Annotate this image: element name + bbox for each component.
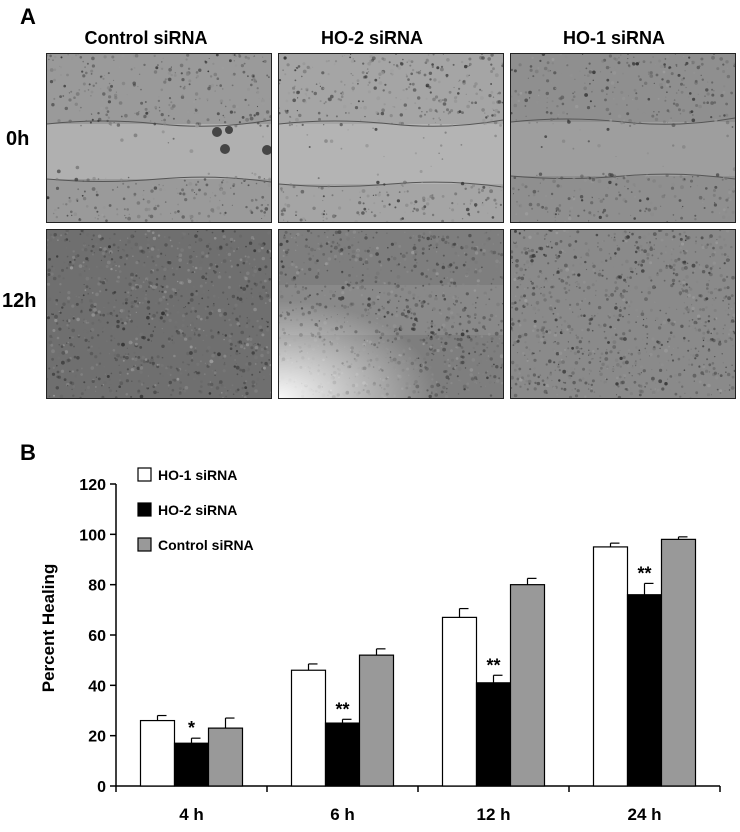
- bar: [290, 669, 327, 787]
- y-tick-label: 20: [88, 729, 106, 746]
- legend-label: HO-2 siRNA: [158, 502, 237, 518]
- x-tick-label: 12 h: [476, 805, 510, 824]
- bar: [207, 727, 244, 787]
- legend-swatch: [137, 537, 152, 552]
- column-label-ho1: HO-1 siRNA: [562, 28, 665, 48]
- significance-label: **: [486, 655, 500, 675]
- legend-swatch: [137, 467, 152, 482]
- y-tick-label: 60: [88, 628, 106, 645]
- micrograph-control-0h: [46, 53, 272, 223]
- micrograph-control-12h: [46, 229, 272, 399]
- panel-a-letter: A: [20, 4, 36, 29]
- x-tick-label: 24 h: [627, 805, 661, 824]
- micrograph-ho2-12h: [278, 229, 504, 399]
- significance-label: **: [637, 563, 651, 583]
- bar: [475, 682, 512, 787]
- legend-swatch: [137, 502, 152, 517]
- micrograph-ho1-0h: [510, 53, 736, 223]
- y-tick-label: 40: [88, 678, 106, 695]
- bar: [509, 584, 546, 787]
- legend-label: HO-1 siRNA: [158, 467, 237, 483]
- bar: [324, 722, 361, 787]
- chart-legend: HO-1 siRNA HO-2 siRNA Control siRNA: [137, 467, 254, 553]
- row-label-0h: 0h: [6, 128, 30, 150]
- significance-label: **: [335, 699, 349, 719]
- row-label-12h: 12h: [2, 290, 37, 312]
- column-label-control: Control siRNA: [84, 28, 208, 48]
- y-axis-label: Percent Healing: [39, 564, 58, 693]
- bar: [358, 654, 395, 787]
- panel-b-letter: B: [20, 440, 36, 465]
- significance-label: *: [188, 718, 195, 738]
- y-tick-label: 80: [88, 578, 106, 595]
- x-tick-label: 6 h: [330, 805, 355, 824]
- micrograph-ho2-0h: [278, 53, 504, 223]
- y-tick-label: 100: [79, 527, 106, 544]
- x-tick-label: 4 h: [179, 805, 204, 824]
- y-tick-label: 0: [97, 779, 106, 796]
- legend-label: Control siRNA: [158, 537, 254, 553]
- bar: [441, 616, 478, 787]
- column-label-ho2: HO-2 siRNA: [320, 28, 423, 48]
- bar: [173, 742, 210, 787]
- y-tick-label: 120: [79, 477, 106, 494]
- bar: [592, 546, 629, 787]
- chart-bars: *******: [139, 536, 697, 787]
- bar: [139, 719, 176, 787]
- micrograph-ho1-12h: [510, 229, 736, 399]
- bar: [660, 538, 697, 787]
- bar: [626, 594, 663, 787]
